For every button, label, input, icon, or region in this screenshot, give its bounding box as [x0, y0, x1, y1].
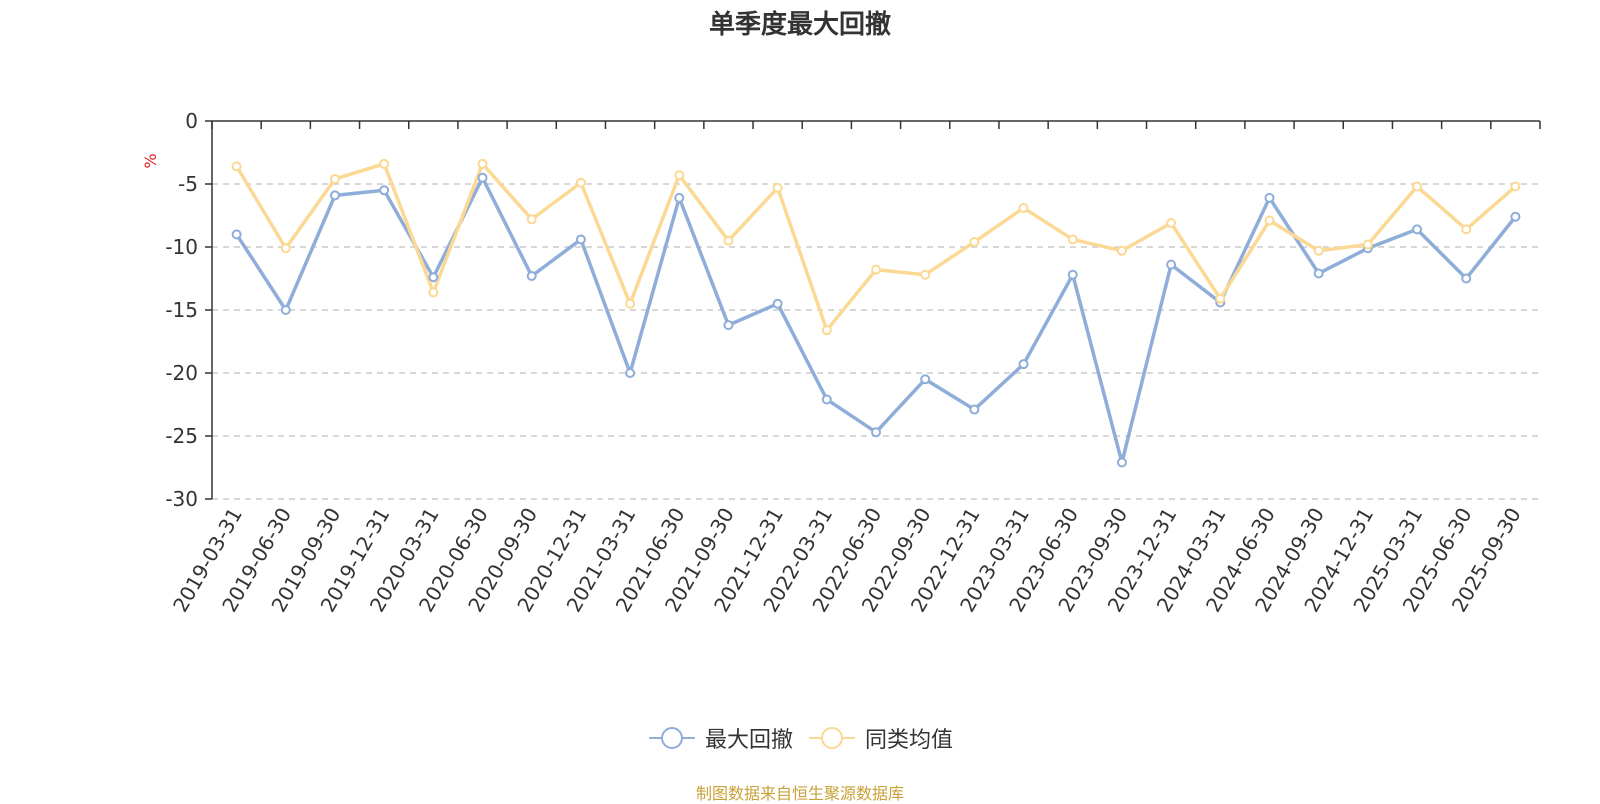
legend-item-series-2[interactable]: 同类均值	[807, 722, 953, 754]
data-point-series-1	[477, 172, 488, 183]
data-point-series-2	[1313, 245, 1324, 256]
data-point-series-1	[625, 368, 636, 378]
data-point-series-1	[969, 404, 980, 415]
data-point-series-2	[1018, 202, 1029, 213]
data-point-series-2	[969, 236, 980, 247]
data-point-series-1	[1264, 192, 1275, 203]
y-tick-label: -15	[165, 298, 198, 322]
y-axis-unit-label: %	[141, 153, 160, 168]
data-point-series-1	[428, 272, 439, 283]
data-source-note: 制图数据来自恒生聚源数据库	[695, 784, 904, 803]
y-tick-label: -25	[165, 424, 198, 448]
data-point-series-2	[1510, 181, 1521, 192]
data-point-series-1	[1116, 457, 1127, 468]
data-point-series-2	[871, 264, 881, 275]
data-point-series-1	[674, 192, 685, 203]
data-point-series-2	[821, 325, 832, 336]
data-point-series-2	[477, 158, 488, 169]
data-point-series-2	[526, 214, 537, 225]
data-point-series-1	[329, 190, 340, 201]
data-point-series-1	[1510, 211, 1521, 222]
data-point-series-1	[575, 234, 586, 245]
data-point-series-2	[674, 170, 685, 181]
data-point-series-1	[871, 427, 881, 438]
data-point-series-2	[1461, 224, 1472, 235]
data-point-series-2	[329, 173, 340, 184]
legend-label: 同类均值	[865, 728, 954, 753]
data-point-series-1	[526, 270, 537, 281]
data-point-series-1	[1412, 224, 1423, 235]
legend-swatch-icon	[648, 727, 695, 749]
y-tick-label: 0	[185, 109, 198, 133]
data-point-series-1	[821, 394, 832, 405]
y-tick-label: -5	[178, 172, 198, 196]
data-point-series-2	[1215, 293, 1226, 304]
legend: 最大回撤 同类均值	[0, 722, 1600, 754]
data-point-series-1	[280, 305, 291, 315]
data-point-series-1	[1166, 259, 1177, 270]
series-line-1	[235, 175, 1517, 465]
data-point-series-2	[428, 287, 439, 298]
data-point-series-1	[379, 185, 390, 196]
chart-title: 单季度最大回撤	[708, 10, 891, 40]
data-point-series-2	[1362, 239, 1373, 250]
data-point-series-2	[280, 243, 291, 254]
legend-label: 最大回撤	[704, 728, 793, 753]
legend-swatch-icon	[809, 727, 855, 749]
data-point-series-1	[772, 298, 783, 309]
data-point-series-2	[231, 161, 242, 172]
legend-swatch-circle	[821, 727, 843, 749]
legend-item-series-1[interactable]: 最大回撤	[647, 722, 793, 754]
data-point-series-1	[1018, 359, 1029, 370]
data-point-series-2	[379, 158, 390, 169]
data-point-series-2	[1412, 181, 1423, 192]
data-point-series-1	[1313, 268, 1324, 279]
data-point-series-2	[920, 269, 931, 280]
y-tick-label: -30	[165, 487, 198, 511]
data-point-series-1	[920, 374, 931, 385]
data-point-series-2	[1166, 218, 1177, 229]
data-point-series-2	[625, 298, 636, 309]
data-point-series-2	[1264, 215, 1275, 226]
data-point-series-2	[772, 182, 783, 193]
data-point-series-1	[231, 229, 242, 240]
legend-swatch-circle	[660, 727, 683, 749]
data-point-series-1	[723, 320, 734, 331]
data-point-series-2	[723, 235, 734, 246]
y-tick-label: -20	[165, 361, 198, 385]
y-tick-label: -10	[165, 235, 198, 259]
data-point-series-2	[575, 177, 586, 188]
data-point-series-1	[1067, 269, 1078, 280]
data-point-series-2	[1116, 245, 1127, 256]
data-point-series-1	[1461, 273, 1472, 284]
data-point-series-2	[1067, 234, 1078, 245]
